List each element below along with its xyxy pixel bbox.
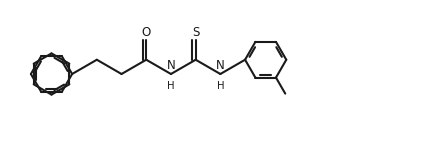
Text: N: N bbox=[216, 59, 225, 72]
Text: S: S bbox=[192, 26, 199, 39]
Text: H: H bbox=[167, 81, 175, 91]
Text: O: O bbox=[142, 26, 151, 39]
Text: N: N bbox=[167, 59, 176, 72]
Text: H: H bbox=[217, 81, 224, 91]
